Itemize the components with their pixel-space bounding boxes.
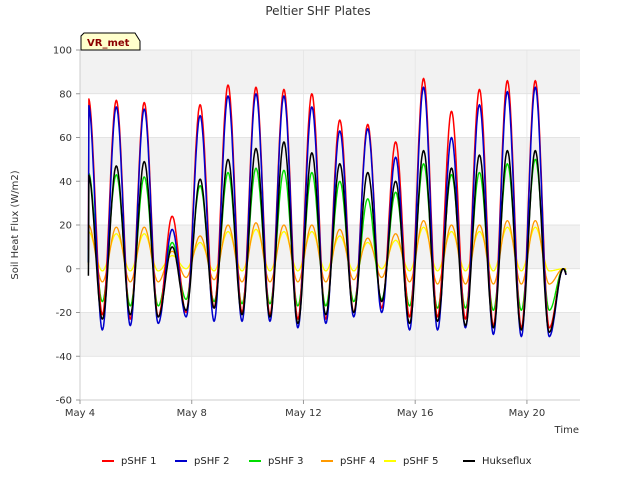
- x-tick-label: May 12: [285, 408, 322, 419]
- series-line-hukseflux: [87, 141, 567, 333]
- series-line-pshf-2: [87, 86, 567, 338]
- chart-title: Peltier SHF Plates: [265, 4, 370, 18]
- legend-label: pSHF 1: [121, 456, 157, 467]
- badge-label: VR_met: [87, 38, 130, 49]
- plot-band: [80, 312, 580, 357]
- x-tick-label: May 20: [509, 408, 546, 419]
- y-tick-label: -60: [56, 396, 72, 407]
- y-tick-label: 0: [66, 264, 72, 275]
- x-tick-label: May 4: [65, 408, 95, 419]
- legend-label: pSHF 5: [403, 456, 439, 467]
- x-axis-label: Time: [554, 425, 579, 436]
- legend: pSHF 1 pSHF 2 pSHF 3 pSHF 4 pSHF 5 Hukseflux: [102, 456, 532, 467]
- y-axis-label: Soil Heat Flux (W/m2): [10, 170, 21, 279]
- legend-label: pSHF 2: [194, 456, 230, 467]
- badge-shape: [80, 32, 141, 51]
- station-badge: VR_met: [80, 32, 141, 51]
- y-tick-label: 60: [59, 133, 72, 144]
- axes: -60 -40 -20 0 20 40 60 80 100 May 4 May 8 May 12 May…: [53, 46, 580, 419]
- y-tick-label: -20: [56, 308, 72, 319]
- y-tick-label: 80: [59, 89, 72, 100]
- y-tick-label: 100: [53, 46, 72, 57]
- y-tick-label: 40: [59, 177, 72, 188]
- series-layer: [87, 77, 567, 338]
- legend-label: pSHF 3: [268, 456, 304, 467]
- x-tick-label: May 8: [177, 408, 207, 419]
- legend-label: pSHF 4: [340, 456, 376, 467]
- y-tick-label: 20: [59, 221, 72, 232]
- plot-band: [80, 50, 580, 94]
- y-tick-label: -40: [56, 352, 72, 363]
- legend-label: Hukseflux: [482, 456, 532, 467]
- plot-band: [80, 137, 580, 182]
- x-tick-label: May 16: [397, 408, 434, 419]
